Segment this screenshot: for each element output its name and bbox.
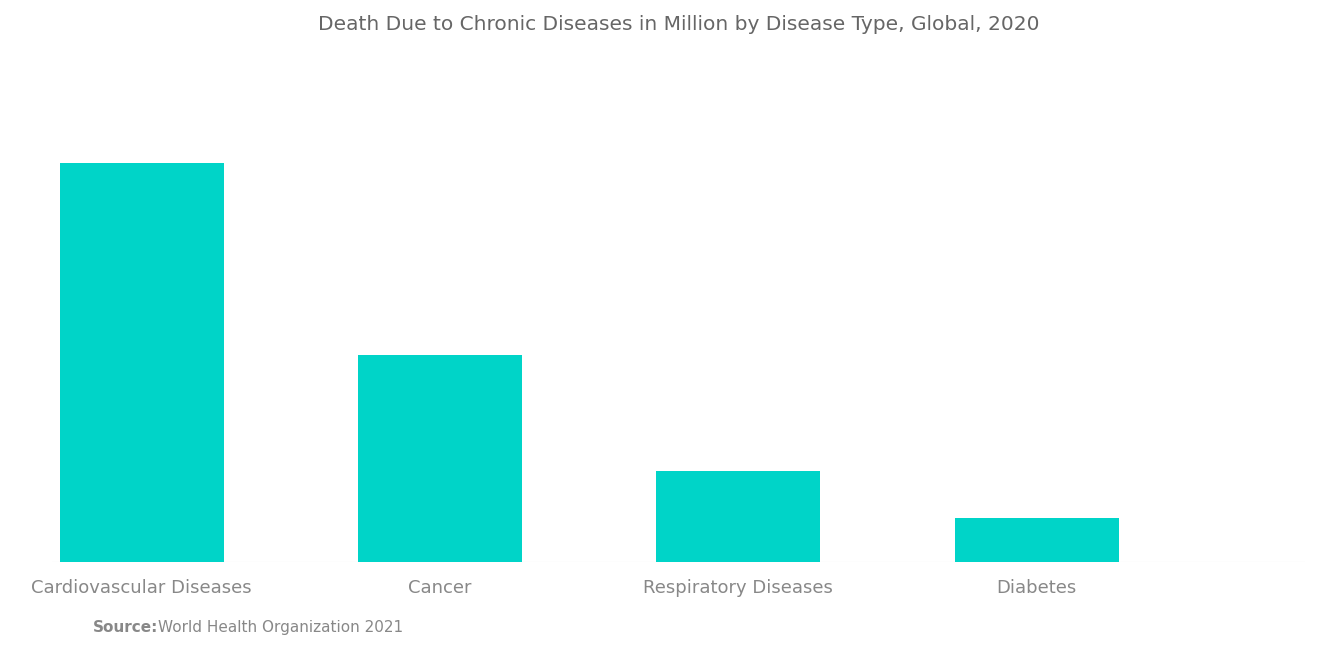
Bar: [59, 163, 224, 562]
Text: World Health Organization 2021: World Health Organization 2021: [158, 620, 404, 635]
Bar: [954, 517, 1118, 562]
Bar: [358, 355, 521, 562]
Text: Source:: Source:: [92, 620, 158, 635]
Title: Death Due to Chronic Diseases in Million by Disease Type, Global, 2020: Death Due to Chronic Diseases in Million…: [318, 15, 1039, 34]
Bar: [656, 471, 820, 562]
